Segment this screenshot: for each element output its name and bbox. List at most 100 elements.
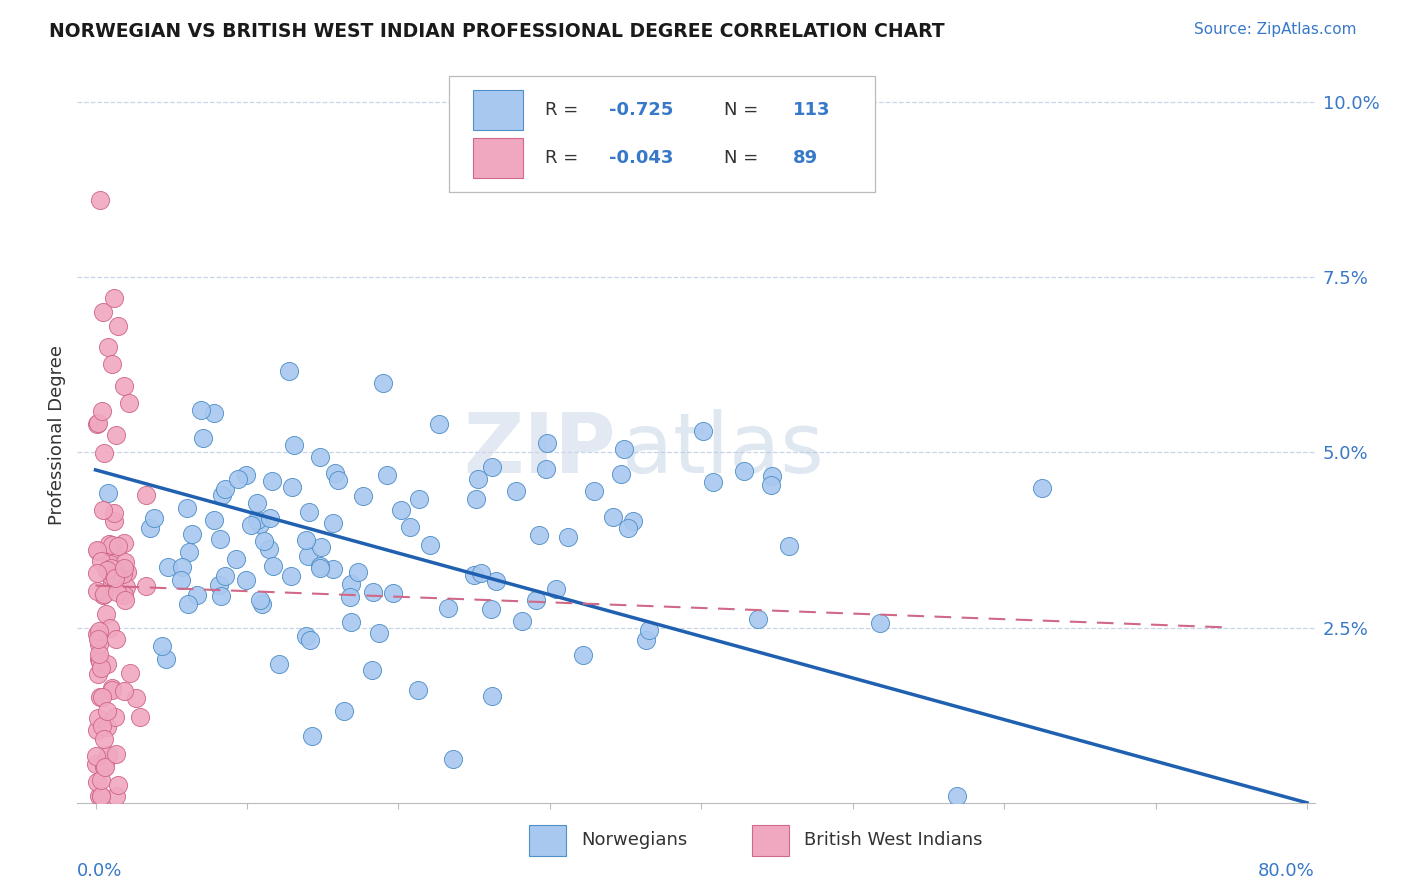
Point	[309, 450, 332, 464]
Point	[90, 554, 112, 568]
Point	[86, 775, 108, 789]
Point	[176, 500, 198, 515]
Text: 113: 113	[793, 101, 830, 119]
Point	[139, 521, 162, 535]
Point	[295, 629, 318, 643]
Point	[375, 467, 398, 482]
Point	[155, 652, 177, 666]
Point	[103, 291, 125, 305]
Point	[267, 657, 290, 672]
Point	[204, 406, 226, 420]
Point	[191, 431, 214, 445]
Point	[89, 656, 111, 670]
Point	[156, 560, 179, 574]
Text: Norwegians: Norwegians	[581, 831, 688, 849]
Point	[90, 661, 112, 675]
Point	[617, 521, 640, 535]
Point	[96, 704, 118, 718]
Point	[240, 517, 263, 532]
Point	[87, 632, 110, 646]
Point	[90, 772, 112, 787]
Point	[257, 542, 280, 557]
Point	[177, 597, 200, 611]
Point	[429, 417, 451, 431]
Point	[100, 358, 122, 372]
Point	[103, 515, 125, 529]
Point	[150, 639, 173, 653]
Point	[361, 663, 384, 677]
Point	[733, 464, 755, 478]
Text: -0.725: -0.725	[609, 101, 673, 119]
Point	[115, 566, 138, 580]
Point	[190, 403, 212, 417]
Point	[634, 633, 657, 648]
Point	[235, 573, 257, 587]
Point	[104, 565, 127, 579]
Point	[135, 579, 157, 593]
Point	[225, 552, 247, 566]
Point	[98, 621, 121, 635]
Point	[86, 627, 108, 641]
Point	[186, 588, 208, 602]
FancyBboxPatch shape	[474, 90, 523, 130]
Point	[89, 690, 111, 704]
Point	[280, 568, 302, 582]
Point	[583, 483, 606, 498]
Point	[214, 569, 236, 583]
Point	[308, 559, 330, 574]
Point	[328, 473, 350, 487]
Point	[105, 427, 128, 442]
Point	[536, 436, 558, 450]
FancyBboxPatch shape	[474, 137, 523, 178]
Point	[105, 789, 128, 803]
Point	[97, 486, 120, 500]
Point	[86, 417, 108, 432]
Point	[86, 756, 108, 771]
Point	[93, 446, 115, 460]
Point	[105, 747, 128, 761]
Point	[177, 545, 200, 559]
Point	[91, 719, 114, 733]
Point	[97, 340, 120, 354]
Point	[408, 492, 430, 507]
Point	[485, 574, 508, 589]
Point	[294, 533, 316, 548]
Point	[86, 543, 108, 558]
Point	[114, 593, 136, 607]
Point	[544, 582, 567, 596]
Point	[98, 558, 121, 572]
Point	[1031, 481, 1053, 495]
Point	[759, 478, 782, 492]
Point	[361, 584, 384, 599]
Text: 0.0%: 0.0%	[77, 863, 122, 880]
Point	[441, 752, 464, 766]
Point	[96, 720, 118, 734]
Point	[945, 789, 967, 803]
Point	[382, 585, 405, 599]
Point	[97, 537, 120, 551]
Point	[180, 527, 202, 541]
Point	[572, 648, 595, 662]
Point	[89, 637, 111, 651]
Point	[90, 789, 112, 803]
FancyBboxPatch shape	[449, 76, 876, 192]
Point	[115, 580, 138, 594]
Text: R =: R =	[546, 149, 583, 167]
Point	[778, 539, 800, 553]
Point	[340, 576, 363, 591]
Point	[399, 520, 422, 534]
Text: NORWEGIAN VS BRITISH WEST INDIAN PROFESSIONAL DEGREE CORRELATION CHART: NORWEGIAN VS BRITISH WEST INDIAN PROFESS…	[49, 22, 945, 41]
Point	[253, 534, 276, 549]
Y-axis label: Professional Degree: Professional Degree	[48, 345, 66, 524]
Point	[142, 510, 165, 524]
Point	[87, 666, 110, 681]
Point	[226, 472, 249, 486]
Point	[112, 684, 135, 698]
Point	[112, 588, 135, 602]
Point	[869, 615, 891, 630]
Point	[298, 505, 321, 519]
Point	[105, 565, 128, 579]
Point	[437, 601, 460, 615]
Point	[209, 590, 232, 604]
Point	[467, 472, 489, 486]
